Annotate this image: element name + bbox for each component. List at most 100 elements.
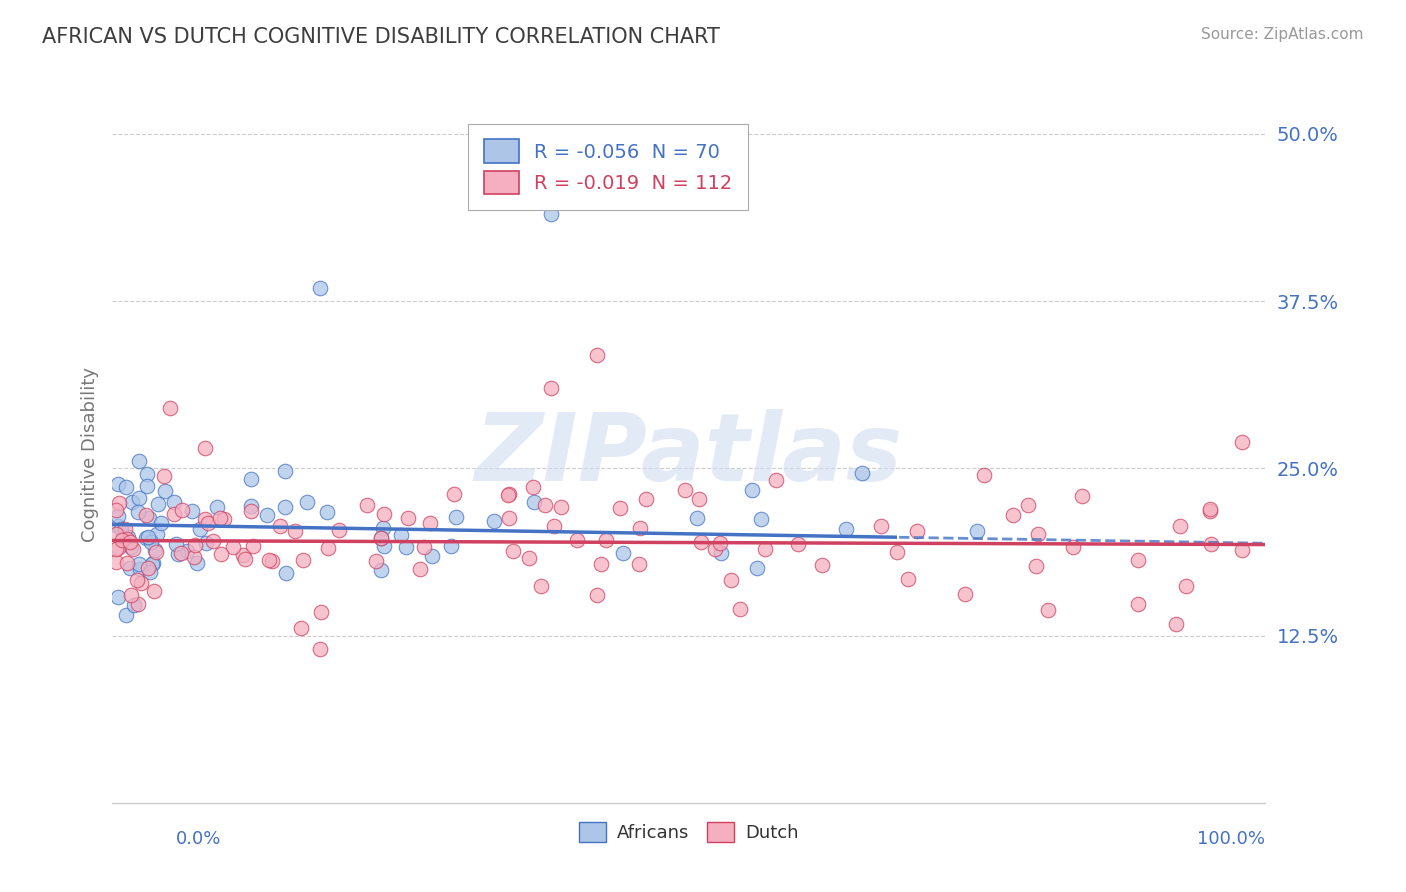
Point <box>194 442 217 455</box>
Point <box>419 516 441 530</box>
Point <box>905 524 928 538</box>
Point <box>107 476 129 491</box>
Point <box>176 544 198 558</box>
Point <box>269 519 291 533</box>
Point <box>117 532 139 546</box>
Point <box>104 555 127 569</box>
Point <box>143 542 166 557</box>
Point <box>1232 543 1254 558</box>
Point <box>212 512 235 526</box>
Point <box>127 597 149 611</box>
Point <box>1026 527 1049 541</box>
Point <box>167 547 190 561</box>
Point <box>1199 537 1222 551</box>
Point <box>115 556 138 570</box>
Point <box>159 401 181 416</box>
Point <box>292 553 315 567</box>
Point <box>107 509 129 524</box>
Point <box>114 481 136 495</box>
Point <box>120 588 142 602</box>
Point <box>122 598 145 612</box>
Point <box>183 550 205 565</box>
Point <box>142 556 165 570</box>
Legend: Africans, Dutch: Africans, Dutch <box>572 815 806 849</box>
Point <box>316 505 339 519</box>
Point <box>153 468 176 483</box>
Point <box>239 472 262 486</box>
Point <box>222 541 245 555</box>
Point <box>704 541 727 556</box>
Point <box>170 503 193 517</box>
Point <box>141 557 163 571</box>
Point <box>110 522 132 536</box>
Point <box>443 487 465 501</box>
Point <box>973 467 995 482</box>
Point <box>1232 434 1254 449</box>
Point <box>197 516 219 530</box>
Text: 100.0%: 100.0% <box>1198 830 1265 847</box>
Point <box>209 547 232 561</box>
Point <box>129 562 152 576</box>
Point <box>745 561 768 575</box>
Point <box>412 540 434 554</box>
Point <box>522 480 544 494</box>
Point <box>184 538 207 552</box>
Point <box>139 565 162 579</box>
Point <box>120 535 142 549</box>
Point <box>589 558 612 572</box>
Point <box>316 541 339 556</box>
Point <box>115 607 138 622</box>
Point <box>1017 498 1039 512</box>
Point <box>540 207 562 221</box>
Point <box>107 519 129 533</box>
Point <box>150 516 173 531</box>
Point <box>117 530 139 544</box>
Point <box>284 524 307 538</box>
Point <box>1062 540 1084 554</box>
Point <box>186 556 208 570</box>
Point <box>585 588 607 602</box>
Point <box>370 531 392 545</box>
Point <box>628 521 651 535</box>
Text: Source: ZipAtlas.com: Source: ZipAtlas.com <box>1201 27 1364 42</box>
Point <box>502 543 524 558</box>
Point <box>127 505 149 519</box>
Point <box>328 523 350 537</box>
Point <box>135 531 157 545</box>
Point <box>851 466 873 480</box>
Point <box>163 507 186 521</box>
Point <box>1001 508 1024 523</box>
Point <box>595 533 617 547</box>
Point <box>1199 502 1222 516</box>
Text: ZIPatlas: ZIPatlas <box>475 409 903 501</box>
Point <box>155 483 177 498</box>
Text: AFRICAN VS DUTCH COGNITIVE DISABILITY CORRELATION CHART: AFRICAN VS DUTCH COGNITIVE DISABILITY CO… <box>42 27 720 46</box>
Point <box>395 540 418 554</box>
Point <box>1164 616 1187 631</box>
Point <box>496 488 519 502</box>
Point <box>107 541 129 555</box>
Point <box>609 501 631 516</box>
Point <box>751 512 773 526</box>
Point <box>257 553 280 567</box>
Point <box>686 510 709 524</box>
Point <box>256 508 278 523</box>
Point <box>440 539 463 553</box>
Point <box>498 486 520 500</box>
Point <box>498 511 520 525</box>
Point <box>811 558 834 572</box>
Point <box>165 537 187 551</box>
Point <box>138 511 160 525</box>
Point <box>966 524 988 538</box>
Point <box>373 539 395 553</box>
Point <box>370 563 392 577</box>
Point <box>148 497 170 511</box>
Point <box>567 533 589 547</box>
Point <box>239 504 262 518</box>
Point <box>389 528 412 542</box>
Point <box>111 533 134 547</box>
Point <box>1036 603 1059 617</box>
Point <box>128 491 150 506</box>
Point <box>290 621 312 635</box>
Point <box>146 526 169 541</box>
